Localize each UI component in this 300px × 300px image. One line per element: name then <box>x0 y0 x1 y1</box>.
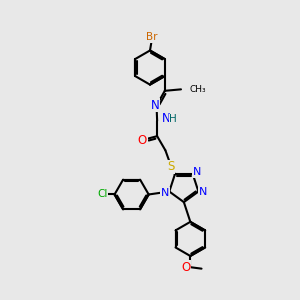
Text: H: H <box>169 114 177 124</box>
Text: Cl: Cl <box>97 190 107 200</box>
Text: N: N <box>193 167 201 177</box>
Text: O: O <box>182 261 191 274</box>
Text: N: N <box>162 112 171 125</box>
Text: N: N <box>199 187 207 197</box>
Text: N: N <box>151 99 160 112</box>
Text: O: O <box>138 134 147 147</box>
Text: Br: Br <box>146 32 157 42</box>
Text: S: S <box>167 160 174 173</box>
Text: CH₃: CH₃ <box>189 85 206 94</box>
Text: N: N <box>161 188 170 198</box>
